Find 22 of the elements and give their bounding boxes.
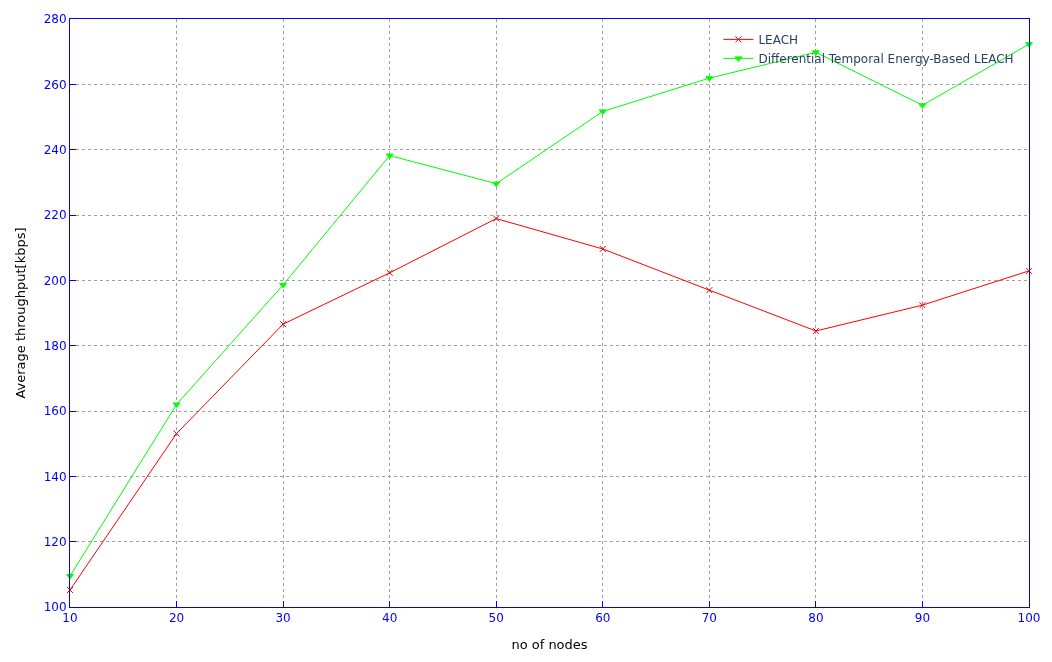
x-tick-label: 60 [595, 611, 611, 626]
y-tick-label: 120 [43, 534, 67, 549]
y-tick-label: 220 [43, 208, 67, 223]
x-tick-label: 30 [275, 611, 291, 626]
y-tick-label: 280 [43, 12, 67, 27]
x-tick-label: 50 [488, 611, 504, 626]
x-tick-label: 80 [808, 611, 824, 626]
x-tick-label: 70 [701, 611, 717, 626]
y-tick-label: 240 [43, 142, 67, 157]
y-tick-label: 260 [43, 77, 67, 92]
legend-label: LEACH [758, 33, 799, 48]
x-axis-title: no of nodes [511, 637, 588, 652]
y-tick-label: 180 [43, 338, 67, 353]
y-tick-label: 160 [43, 404, 67, 419]
x-tick-label: 40 [382, 611, 398, 626]
y-axis-title: Average throughput[kbps] [12, 227, 28, 399]
x-tick-label: 90 [914, 611, 931, 626]
y-tick-label: 140 [43, 469, 67, 484]
x-tick-label: 20 [168, 611, 185, 626]
x-tick-label: 10 [62, 611, 78, 626]
x-tick-label: 100 [1017, 611, 1041, 626]
y-tick-label: 200 [43, 273, 67, 288]
